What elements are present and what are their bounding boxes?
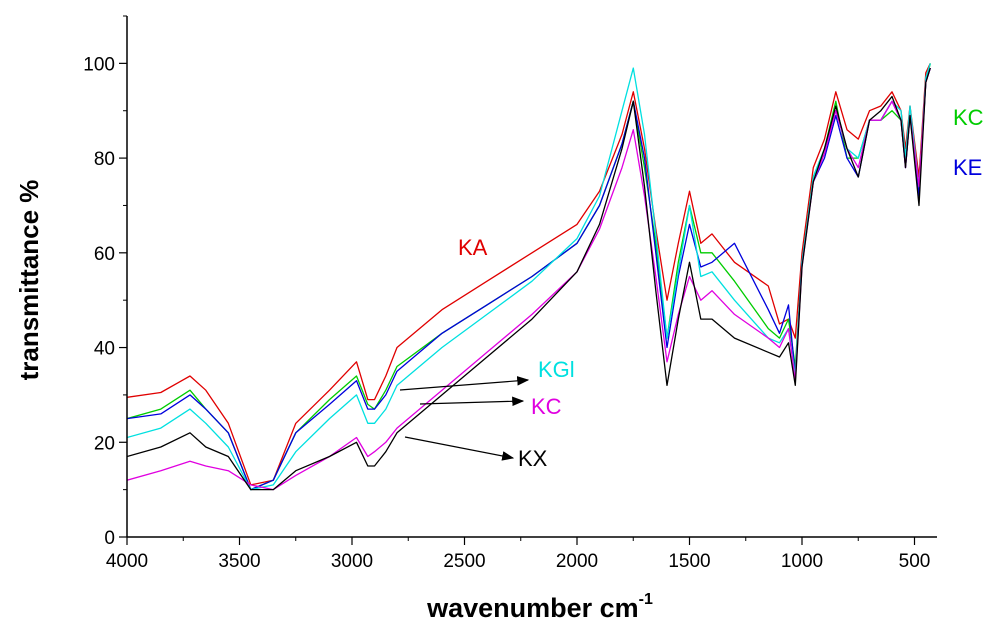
- series-layer: [126, 63, 931, 491]
- series-line-kgl-3: [126, 63, 931, 491]
- x-tick-label-500: 500: [899, 551, 931, 572]
- x-axis-title-sup: -1: [639, 591, 653, 608]
- annotation-arrow-kgl: [399, 376, 530, 391]
- series-line-ka-0: [126, 63, 931, 486]
- series-line-kx-5: [126, 67, 931, 491]
- series-line-kc-4: [126, 67, 931, 491]
- y-tick-label-80: 80: [94, 149, 115, 170]
- series-label-ke: KE: [953, 155, 982, 180]
- x-tick-label-2500: 2500: [443, 551, 485, 572]
- y-axis-title: transmittance %: [14, 180, 44, 381]
- series-label-kx: KX: [518, 446, 548, 471]
- annotation-arrow-kx: [404, 436, 515, 461]
- series-label-kc-magenta: KC: [531, 394, 562, 419]
- y-tick-label-20: 20: [94, 433, 115, 454]
- x-tick-label-2000: 2000: [556, 551, 598, 572]
- y-tick-label-0: 0: [104, 528, 115, 549]
- x-tick-label-3000: 3000: [331, 551, 373, 572]
- y-tick-label-60: 60: [94, 244, 115, 265]
- y-tick-label-100: 100: [83, 54, 115, 75]
- series-line-ke-2: [126, 67, 931, 491]
- series-label-kc-green: KC: [953, 105, 984, 130]
- x-tick-label-4000: 4000: [106, 551, 148, 572]
- annotation-layer: [399, 376, 530, 461]
- annotation-arrow-kc: [419, 396, 525, 407]
- x-axis-title-main: wavenumber cm: [426, 593, 639, 623]
- y-tick-label-40: 40: [94, 339, 115, 360]
- tick-layer: 4000 3500 3000 2500 2000 1500 1000 500 0 20 40 60 80…: [83, 15, 931, 572]
- series-label-ka: KA: [458, 235, 488, 260]
- series-line-kc-1: [126, 63, 931, 491]
- x-tick-label-1000: 1000: [781, 551, 823, 572]
- x-tick-label-3500: 3500: [218, 551, 260, 572]
- x-axis-title: wavenumber cm-1: [426, 591, 653, 623]
- x-tick-label-1500: 1500: [668, 551, 710, 572]
- series-label-kgl: KGl: [538, 357, 575, 382]
